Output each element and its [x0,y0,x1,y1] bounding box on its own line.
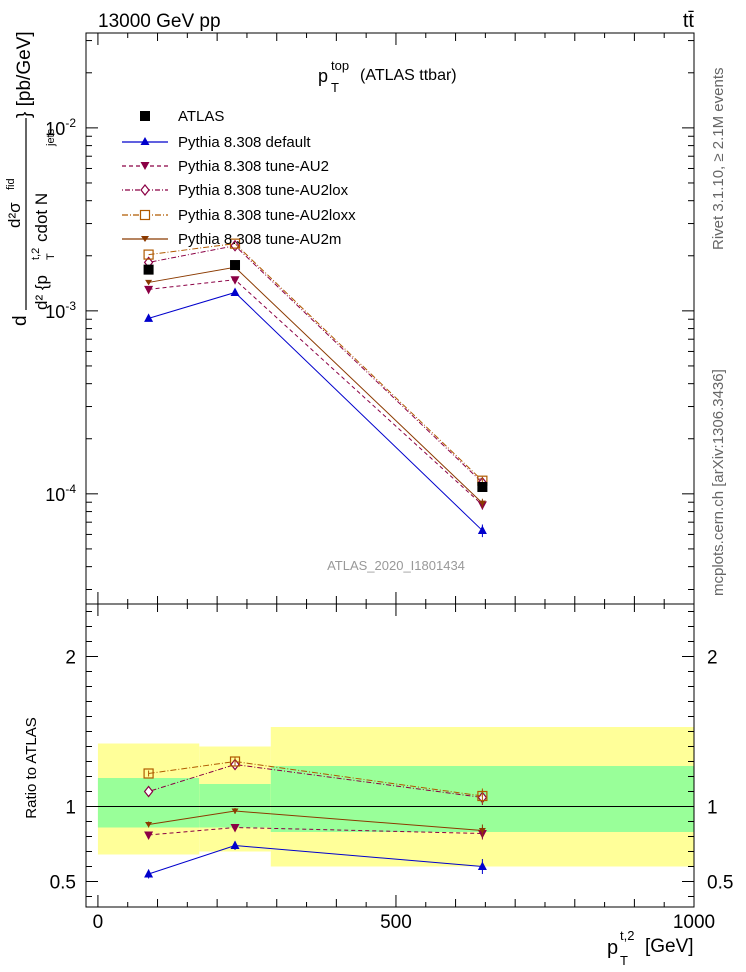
main-series-line-au2loxx [148,243,483,482]
watermark: ATLAS_2020_I1801434 [327,558,465,573]
ratio-yticks: 0.5 0.5 1 1 2 2 [50,611,733,897]
main-series-line-au2lox [148,245,483,484]
main-point-au2 [144,285,154,295]
legend-au2m-marker [141,236,149,242]
ratio-ytick-label-right: 0.5 [707,873,733,894]
legend-entry-default: Pythia 8.308 default [122,134,311,151]
legend-au2lox-label: Pythia 8.308 tune-AU2lox [178,182,349,199]
ratio-panel: 0.5 0.5 1 1 2 2 0 500 1000 Ratio to ATLAS p T t… [23,33,733,968]
main-point-default [230,287,240,296]
ylabel-num: d²σ [5,202,24,228]
title-sup: top [331,58,349,73]
legend-entry-au2m: Pythia 8.308 tune-AU2m [122,231,341,248]
ratio-ylabel: Ratio to ATLAS [23,717,40,818]
main-point-au2loxx [143,249,154,260]
ylabel-d: d [10,315,31,326]
title-rest: (ATLAS ttbar) [360,67,457,84]
legend-au2-label: Pythia 8.308 tune-AU2 [178,158,329,175]
x-tick-label: 1000 [673,912,715,933]
ylabel-num-sup: fid [5,178,17,190]
legend-au2loxx-label: Pythia 8.308 tune-AU2loxx [178,207,356,224]
header-left: 13000 GeV pp [98,11,221,32]
main-point-au2loxx [229,238,241,249]
main-ylabel: d d²σ fid d² {p t,2 T cdot N jets } [pb/… [5,31,57,326]
main-marks [143,238,488,538]
main-panel: 10-4 10-3 10-2 p top T (ATLAS ttbar) ATLAS… [5,31,695,605]
main-point-au2m [145,279,153,286]
main-ytick-label: 10-3 [45,299,76,322]
x-tick-label: 500 [380,912,412,933]
main-series-line-default [148,291,483,531]
ylabel-den-sup: t,2 [30,248,42,260]
xlabel-sup: t,2 [620,928,634,943]
ratio-ytick-label-right: 1 [707,798,718,819]
main-series-line-au2 [148,279,483,506]
ratio-point-au2 [144,831,154,840]
ratio-ytick-label: 1 [65,798,76,819]
main-yticks: 10-4 10-3 10-2 [45,40,694,591]
xlabel-sub: T [620,953,628,968]
ratio-point-au2m [231,808,239,814]
mcplots-label: mcplots.cern.ch [arXiv:1306.3436] [710,369,727,596]
legend-default-marker [140,137,150,145]
ratio-point-default [230,840,240,849]
plot-title: p top T (ATLAS ttbar) [318,58,457,95]
title-sub: T [331,80,339,95]
ratio-point-au2loxx [229,756,241,767]
main-point-atlas [230,260,241,271]
main-point-default [144,313,154,322]
ratio-point-au2loxx [143,768,154,779]
main-ytick-label: 10-4 [45,482,76,505]
legend-entry-au2lox: Pythia 8.308 tune-AU2lox [122,182,349,199]
ratio-point-default [144,869,154,878]
legend-au2-marker [140,162,150,170]
ratio-ytick-label-right: 2 [707,648,718,669]
header-right: tt̄ [683,10,695,32]
ratio-ytick-label: 2 [65,648,76,669]
ratio-band-inner [97,778,200,828]
main-point-atlas [143,264,154,275]
ratio-point-au2m [145,822,153,828]
ratio-band-inner [199,784,271,828]
legend-au2lox-marker [140,184,150,196]
ratio-ytick-label: 0.5 [50,873,76,894]
ylabel-unit: } [pb/GeV] [14,31,35,118]
main-point-default [477,525,487,535]
main-point-au2m [478,500,486,507]
main-series-line-au2m [148,266,483,504]
xlabel-main: p [607,937,618,959]
legend-default-label: Pythia 8.308 default [178,134,311,151]
legend-entry-atlas: ATLAS [140,108,224,125]
legend-au2loxx-marker [139,209,151,221]
xlabel-unit: [GeV] [645,936,694,957]
x-tick-label: 0 [93,912,104,933]
ylabel-den-rest: cdot N [32,193,51,242]
ylabel-den-sub: T [45,253,57,260]
main-point-au2 [230,276,240,285]
legend-atlas-label: ATLAS [178,108,224,125]
title-main: p [318,66,328,86]
legend-entry-au2: Pythia 8.308 tune-AU2 [122,158,329,175]
ratio-marks [143,756,488,879]
ylabel-den-sub2: jets [45,128,57,147]
x-axis-label: p T t,2 [GeV] [607,928,694,968]
main-point-atlas [477,481,488,492]
legend-entry-au2loxx: Pythia 8.308 tune-AU2loxx [122,207,356,224]
ratio-series-line-au2loxx [148,760,483,797]
ratio-point-au2 [230,824,240,833]
main-ytick-label: 10-2 [45,116,76,139]
ratio-point-au2m [478,828,486,834]
legend-atlas-marker [140,111,150,121]
ratio-point-default [477,861,487,870]
legend: ATLAS Pythia 8.308 default Pythia 8.308 … [122,108,356,248]
x-ticks: 0 500 1000 [93,33,715,933]
rivet-label: Rivet 3.1.10, ≥ 2.1M events [710,68,727,251]
legend-au2m-label: Pythia 8.308 tune-AU2m [178,231,341,248]
ratio-point-au2loxx [477,790,488,802]
ratio-bands [97,727,694,867]
ratio-point-au2lox [143,785,154,798]
ylabel-den: d² {p [32,275,51,310]
ratio-frame [85,603,695,908]
